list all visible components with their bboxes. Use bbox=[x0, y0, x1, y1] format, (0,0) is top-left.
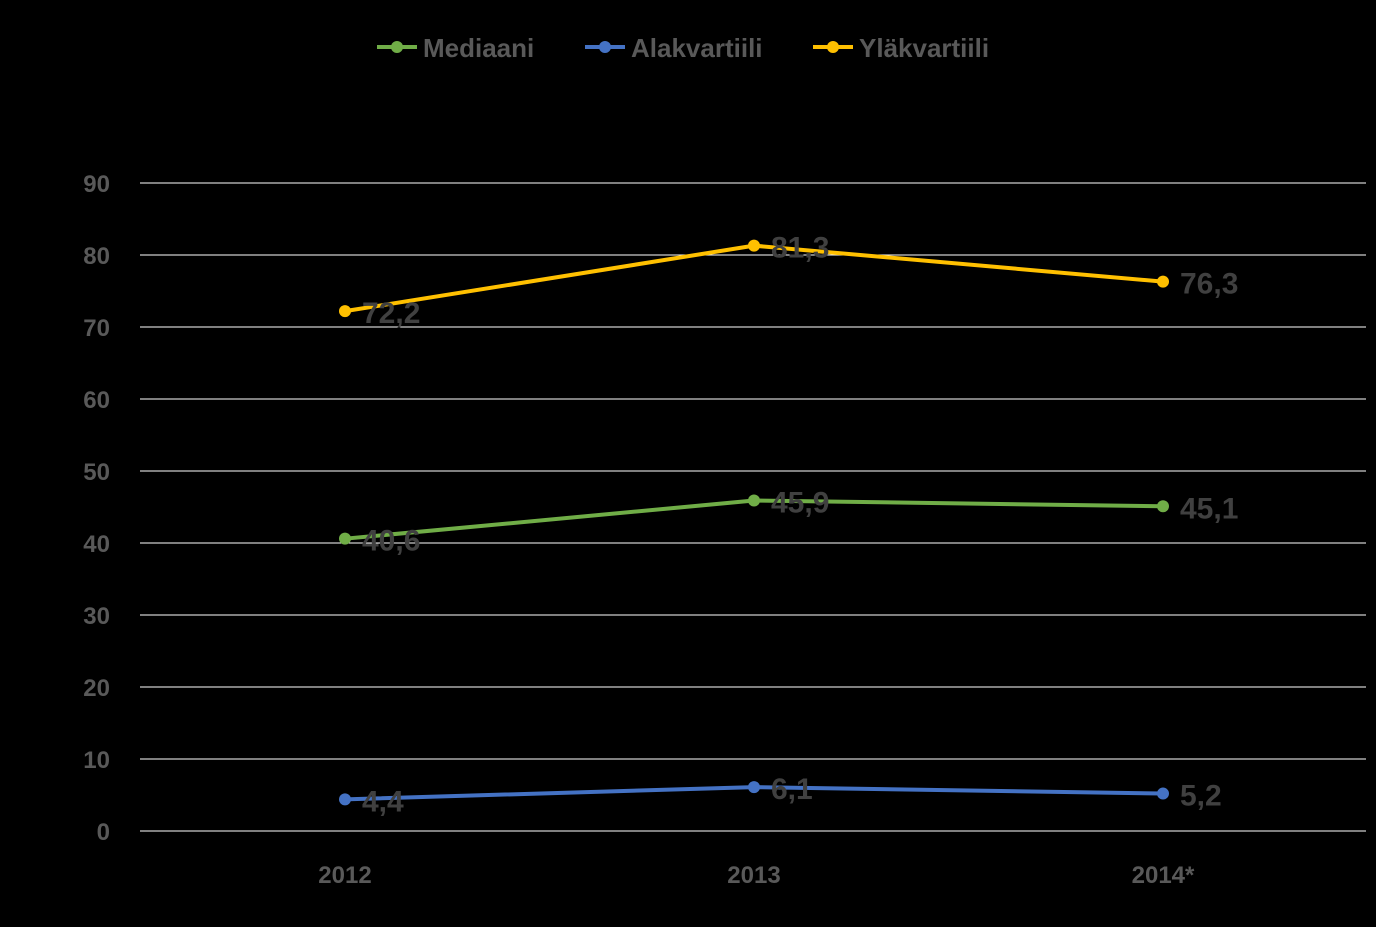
data-point bbox=[1157, 787, 1169, 800]
legend-item-alakvartiili: Alakvartiili bbox=[585, 33, 763, 63]
data-label: 6,1 bbox=[771, 773, 813, 806]
y-tick-label: 10 bbox=[83, 747, 110, 774]
data-point bbox=[1157, 275, 1169, 288]
data-label: 45,1 bbox=[1180, 492, 1238, 525]
y-tick-label: 50 bbox=[83, 459, 110, 486]
data-label: 4,4 bbox=[362, 785, 404, 818]
data-point bbox=[748, 781, 760, 794]
data-label: 72,2 bbox=[362, 297, 420, 330]
series-yläkvartiili bbox=[339, 239, 1169, 318]
x-tick-label: 2014* bbox=[1132, 862, 1195, 889]
x-tick-label: 2013 bbox=[727, 862, 780, 889]
y-tick-label: 40 bbox=[83, 531, 110, 558]
data-point bbox=[339, 532, 351, 545]
series-layer bbox=[339, 239, 1169, 806]
data-point bbox=[1157, 500, 1169, 513]
data-labels-layer: 40,6 45,9 45,1 4,4 6,1 5,2 72,2 81,3 76,3 bbox=[362, 232, 1238, 819]
data-point bbox=[748, 494, 760, 507]
y-tick-label: 0 bbox=[97, 819, 110, 846]
data-label: 45,9 bbox=[771, 487, 829, 520]
y-gridlines bbox=[140, 182, 1366, 832]
y-tick-label: 90 bbox=[83, 171, 110, 198]
data-label: 5,2 bbox=[1180, 780, 1222, 813]
x-tick-label: 2012 bbox=[318, 862, 371, 889]
legend-swatch-marker bbox=[827, 41, 839, 53]
series-mediaani bbox=[339, 494, 1169, 545]
y-tick-label: 30 bbox=[83, 603, 110, 630]
data-label: 40,6 bbox=[362, 525, 420, 558]
legend-item-mediaani: Mediaani bbox=[377, 33, 534, 63]
chart-legend: Mediaani Alakvartiili Yläkvartiili bbox=[377, 33, 989, 63]
data-label: 81,3 bbox=[771, 232, 829, 265]
y-tick-label: 70 bbox=[83, 315, 110, 342]
legend-item-yläkvartiili: Yläkvartiili bbox=[813, 33, 989, 63]
series-alakvartiili bbox=[339, 781, 1169, 806]
y-tick-label: 60 bbox=[83, 387, 110, 414]
legend-label: Mediaani bbox=[423, 33, 534, 63]
data-label: 76,3 bbox=[1180, 268, 1238, 301]
data-point bbox=[339, 305, 351, 318]
legend-label: Alakvartiili bbox=[631, 33, 763, 63]
legend-swatch-marker bbox=[599, 41, 611, 53]
y-axis-tick-labels: 0 10 20 30 40 50 60 70 80 90 bbox=[83, 171, 110, 846]
data-point bbox=[748, 239, 760, 252]
legend-label: Yläkvartiili bbox=[859, 33, 989, 63]
data-point bbox=[339, 793, 351, 806]
y-tick-label: 20 bbox=[83, 675, 110, 702]
legend-swatch-marker bbox=[391, 41, 403, 53]
y-tick-label: 80 bbox=[83, 243, 110, 270]
x-axis-tick-labels: 2012 2013 2014* bbox=[318, 862, 1195, 889]
